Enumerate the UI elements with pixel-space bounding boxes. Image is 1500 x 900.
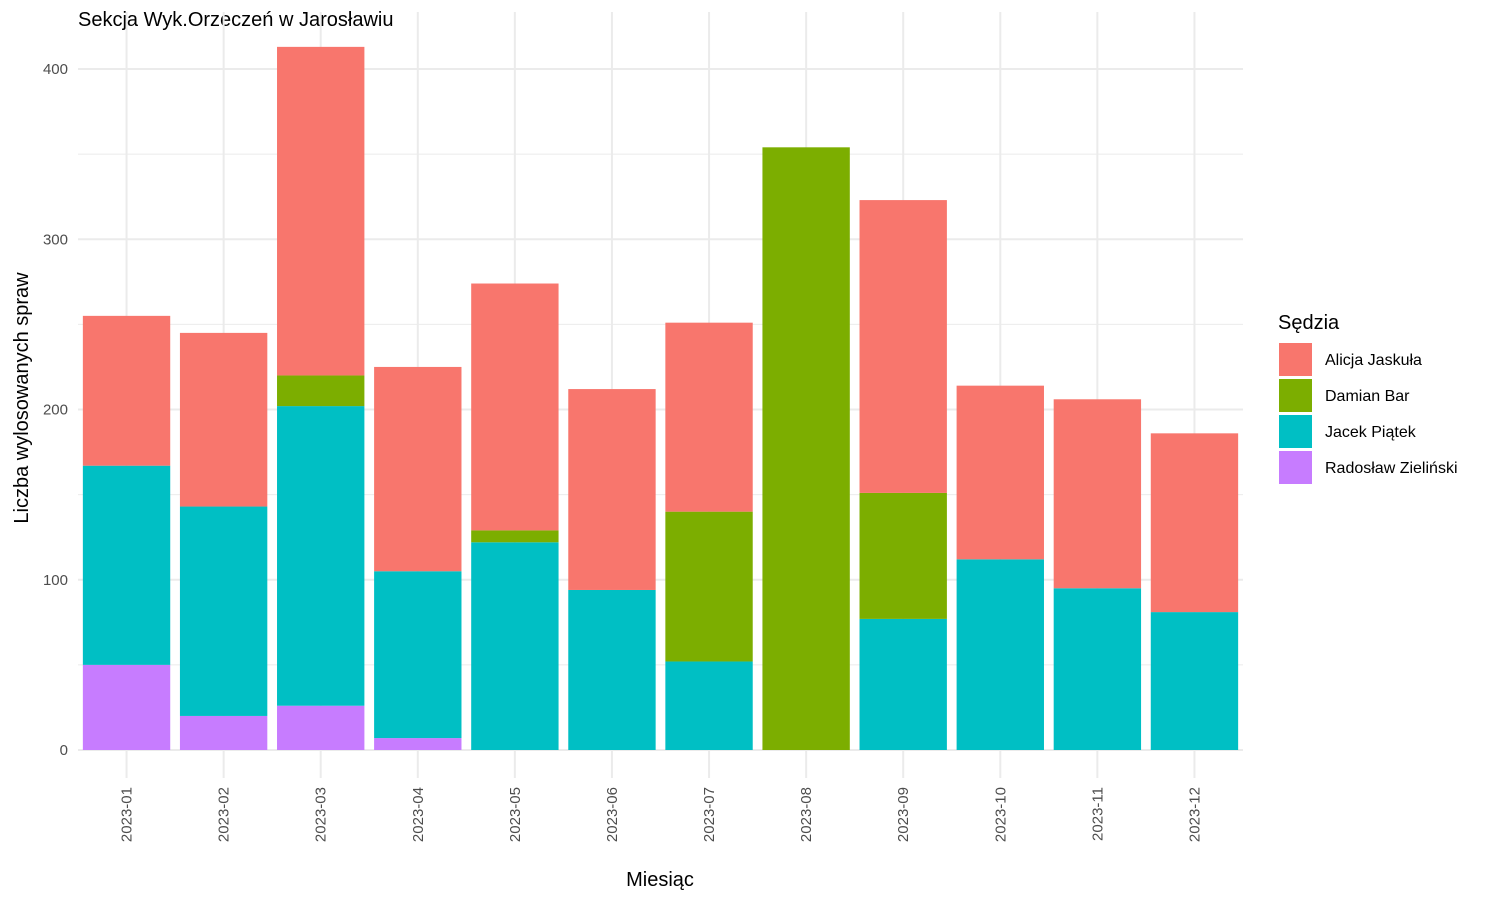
x-axis-ticks: 2023-01 2023-02 2023-03 2023-04 2023-05 2023-… [119, 787, 1204, 842]
bar-segment-alicja-jaskuła [956, 385, 1044, 560]
bars [82, 46, 1239, 750]
bar-segment-damian-bar [277, 375, 365, 407]
y-axis-ticks: 0 100 200 300 400 [43, 61, 68, 759]
legend-swatch [1279, 343, 1312, 376]
bar-segment-alicja-jaskuła [665, 322, 753, 512]
legend-label: Jacek Piątek [1325, 424, 1417, 441]
bar-segment-alicja-jaskuła [277, 46, 365, 376]
x-tick-label: 2023-11 [1089, 787, 1106, 841]
bar-segment-alicja-jaskuła [374, 366, 462, 572]
bar-segment-jacek-piątek [1053, 588, 1142, 750]
bar-segment-jacek-piątek [374, 571, 462, 739]
x-tick-label: 2023-07 [701, 787, 718, 842]
bar-segment-damian-bar [859, 492, 947, 619]
x-tick-label: 2023-10 [992, 787, 1009, 842]
x-tick-label: 2023-04 [410, 787, 427, 842]
bar-segment-radosław-zieliński [82, 664, 171, 750]
bar-segment-jacek-piątek [956, 559, 1044, 750]
bar-segment-alicja-jaskuła [82, 315, 171, 466]
bar-segment-alicja-jaskuła [471, 283, 559, 531]
bar-segment-radosław-zieliński [374, 738, 462, 750]
bar-segment-jacek-piątek [1150, 612, 1239, 750]
legend-label: Damian Bar [1325, 388, 1410, 405]
bar-segment-radosław-zieliński [179, 715, 268, 750]
chart-title: Sekcja Wyk.Orzeczeń w Jarosławiu [78, 9, 393, 31]
legend-label: Alicja Jaskuła [1325, 352, 1422, 369]
legend-swatch [1279, 379, 1312, 412]
x-tick-label: 2023-12 [1186, 787, 1203, 842]
bar-segment-alicja-jaskuła [568, 389, 656, 590]
bar-segment-jacek-piątek [471, 542, 559, 750]
bar-segment-alicja-jaskuła [1053, 399, 1142, 589]
y-tick-label: 100 [43, 572, 68, 589]
y-axis-title: Liczba wylosowanych spraw [11, 272, 33, 524]
x-tick-label: 2023-03 [313, 787, 330, 842]
bar-segment-damian-bar [762, 147, 850, 750]
bar-segment-jacek-piątek [82, 465, 171, 665]
x-tick-label: 2023-08 [798, 787, 815, 842]
x-tick-label: 2023-09 [895, 787, 912, 842]
legend-label: Radosław Zieliński [1325, 460, 1458, 477]
bar-segment-damian-bar [471, 530, 559, 543]
bar-segment-jacek-piątek [179, 506, 268, 716]
x-tick-label: 2023-02 [216, 787, 233, 842]
bar-segment-jacek-piątek [568, 589, 656, 750]
legend-swatch [1279, 415, 1312, 448]
bar-segment-alicja-jaskuła [179, 332, 268, 507]
x-tick-label: 2023-05 [507, 787, 524, 842]
bar-segment-jacek-piątek [665, 661, 753, 750]
y-tick-label: 400 [43, 61, 68, 78]
y-tick-label: 0 [60, 742, 68, 759]
bar-segment-jacek-piątek [859, 618, 947, 750]
bar-segment-damian-bar [665, 511, 753, 662]
x-tick-label: 2023-06 [604, 787, 621, 842]
legend-swatch [1279, 451, 1312, 484]
bar-segment-radosław-zieliński [277, 705, 365, 750]
y-tick-label: 300 [43, 231, 68, 248]
y-tick-label: 200 [43, 402, 68, 419]
legend-title: Sędzia [1278, 312, 1340, 334]
legend: Sędzia Alicja Jaskuła Damian Bar Jacek Pią… [1278, 312, 1458, 484]
bar-segment-alicja-jaskuła [859, 200, 947, 493]
x-axis-title: Miesiąc [626, 869, 694, 891]
bar-segment-jacek-piątek [277, 406, 365, 706]
x-tick-label: 2023-01 [119, 787, 136, 842]
bar-segment-alicja-jaskuła [1150, 433, 1239, 613]
